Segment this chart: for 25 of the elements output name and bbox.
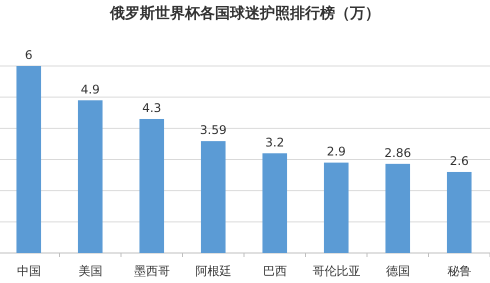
x-tick-label: 墨西哥 — [134, 264, 170, 278]
data-label: 3.2 — [265, 135, 284, 150]
data-label: 3.59 — [200, 123, 227, 138]
chart-title: 俄罗斯世界杯各国球迷护照排行榜（万） — [109, 4, 380, 22]
x-tick-label: 秘鲁 — [447, 264, 472, 278]
bar — [324, 162, 349, 253]
x-tick-label: 美国 — [78, 264, 102, 278]
data-label: 2.9 — [326, 144, 346, 159]
x-tick-label: 哥伦比亚 — [312, 264, 360, 278]
data-label: 2.6 — [450, 154, 469, 168]
x-tick-label: 中国 — [16, 264, 41, 278]
data-label: 2.86 — [384, 146, 412, 160]
data-label: 6 — [24, 48, 33, 62]
data-label: 4.9 — [80, 82, 100, 96]
bar — [200, 141, 226, 253]
bar — [139, 118, 164, 253]
data-label: 4.3 — [142, 100, 162, 115]
bar — [78, 100, 103, 253]
x-tick-label: 德国 — [386, 264, 410, 278]
bar — [385, 164, 410, 253]
bar — [16, 66, 42, 253]
bar — [446, 172, 472, 253]
bar — [262, 153, 288, 253]
x-tick-label: 巴西 — [262, 264, 287, 278]
x-tick-label: 阿根廷 — [195, 264, 232, 278]
